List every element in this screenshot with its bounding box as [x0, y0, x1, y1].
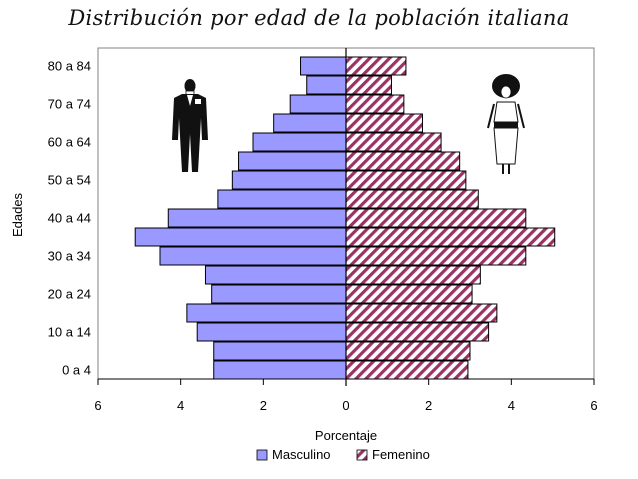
bar-masculino-12	[252, 132, 347, 152]
x-tick-labels: 6 4 2 0 2 4 6	[94, 379, 598, 413]
bar-femenino-13	[345, 113, 423, 133]
bar-masculino-7	[134, 227, 347, 247]
bar-masculino-16	[300, 56, 347, 76]
legend-swatch-masculino	[256, 449, 268, 461]
y-tick-label: 50 a 54	[48, 173, 91, 188]
bar-masculino-8	[167, 208, 347, 228]
x-tick-label: 6	[590, 398, 597, 413]
bar-femenino-9	[345, 189, 479, 209]
bar-femenino-5	[345, 265, 481, 285]
bar-femenino-8	[345, 208, 527, 228]
bar-masculino-9	[217, 189, 347, 209]
bar-masculino-1	[213, 341, 347, 361]
y-tick-labels: 0 a 4 10 a 14 20 a 24 30 a 34 40 a 44 50 a 54…	[48, 59, 91, 378]
bar-femenino-15	[345, 75, 392, 95]
female-figure-icon	[487, 74, 525, 174]
y-tick-label: 30 a 34	[48, 249, 91, 264]
y-tick-label: 0 a 4	[62, 363, 91, 378]
bar-masculino-6	[159, 246, 347, 266]
y-tick-label: 40 a 44	[48, 211, 91, 226]
bar-femenino-7	[345, 227, 556, 247]
x-axis-label: Porcentaje	[315, 428, 377, 443]
y-tick-label: 80 a 84	[48, 59, 91, 74]
bar-masculino-3	[186, 303, 347, 323]
x-tick-label: 4	[177, 398, 184, 413]
bar-femenino-2	[345, 322, 490, 342]
y-tick-label: 70 a 74	[48, 97, 91, 112]
x-tick-label: 4	[508, 398, 515, 413]
male-figure-icon	[172, 79, 208, 172]
bar-femenino-16	[345, 56, 407, 76]
bar-masculino-10	[231, 170, 347, 190]
x-tick-label: 0	[342, 398, 349, 413]
y-tick-label: 60 a 64	[48, 135, 91, 150]
bar-masculino-13	[273, 113, 347, 133]
bar-femenino-0	[345, 360, 469, 380]
bar-femenino-11	[345, 151, 461, 171]
bar-femenino-12	[345, 132, 442, 152]
bar-femenino-6	[345, 246, 527, 266]
bar-masculino-11	[238, 151, 347, 171]
x-tick-label: 2	[425, 398, 432, 413]
bar-femenino-14	[345, 94, 405, 114]
legend-label-masculino: Masculino	[272, 447, 331, 462]
bar-femenino-3	[345, 303, 498, 323]
x-tick-label: 6	[94, 398, 101, 413]
legend-swatch-femenino	[356, 449, 368, 461]
bar-masculino-5	[204, 265, 347, 285]
bar-masculino-14	[289, 94, 347, 114]
bar-masculino-0	[213, 360, 347, 380]
bars-group	[134, 56, 556, 380]
chart-title: Distribución por edad de la población it…	[68, 6, 570, 30]
y-axis-label: Edades	[10, 192, 25, 237]
x-tick-label: 2	[260, 398, 267, 413]
bar-femenino-1	[345, 341, 471, 361]
bar-masculino-15	[306, 75, 347, 95]
bar-masculino-4	[211, 284, 347, 304]
y-tick-label: 10 a 14	[48, 325, 91, 340]
bar-femenino-10	[345, 170, 467, 190]
y-tick-label: 20 a 24	[48, 287, 91, 302]
legend: Masculino Femenino	[256, 447, 430, 462]
legend-label-femenino: Femenino	[372, 447, 430, 462]
bar-femenino-4	[345, 284, 473, 304]
bar-masculino-2	[196, 322, 347, 342]
